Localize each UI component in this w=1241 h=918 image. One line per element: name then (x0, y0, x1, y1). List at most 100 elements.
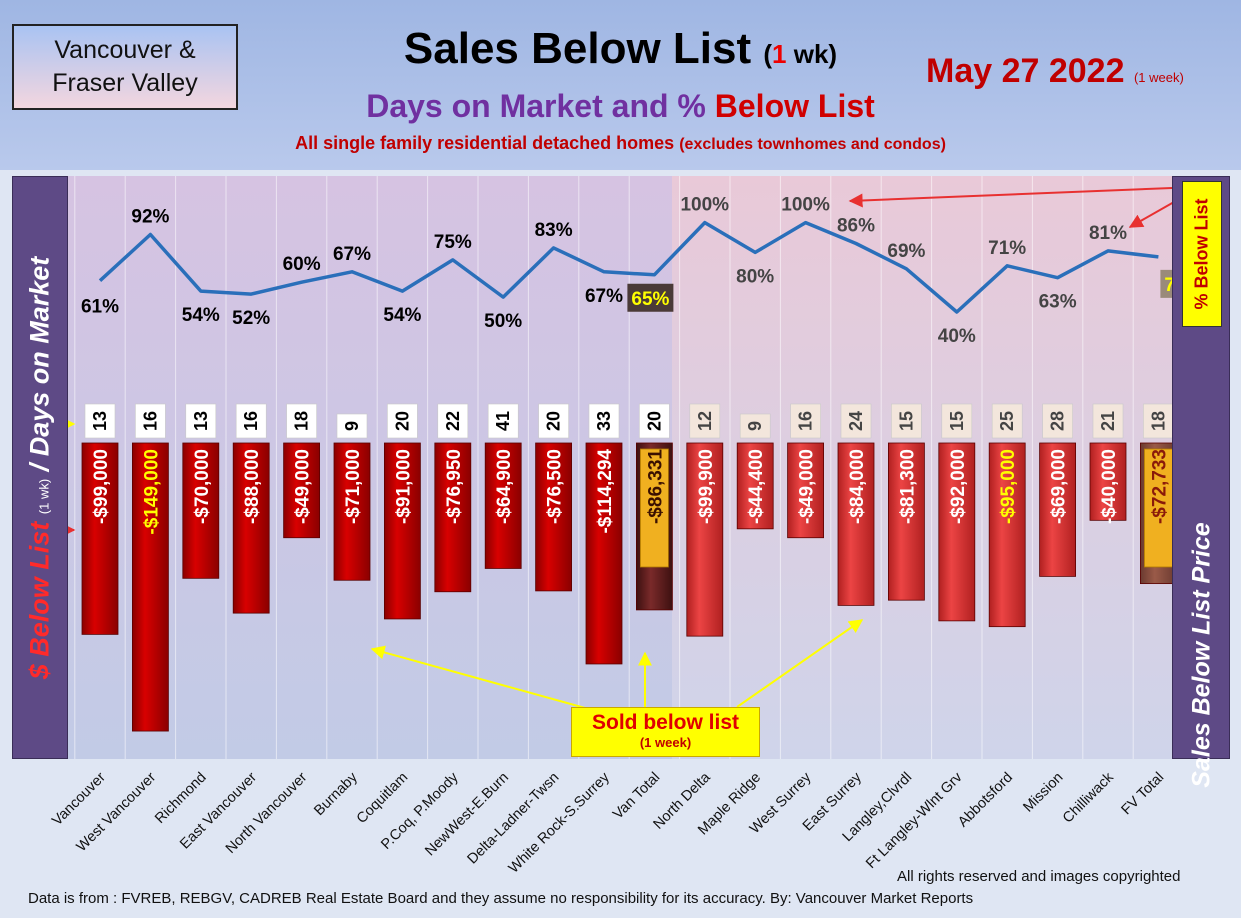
dom-box (487, 403, 519, 439)
dom-label: 41 (493, 411, 513, 431)
bar-value-label: -$99,900 (696, 449, 717, 524)
dom-label: 13 (90, 411, 110, 431)
bar-white-rock-s-surrey (585, 442, 623, 665)
left-axis-label-small: (1 wk) (36, 478, 52, 514)
chart-subtitle: Days on Market and % Below List (0, 88, 1241, 125)
bar-value-label: -$69,000 (1049, 449, 1070, 524)
bar-mission (1039, 442, 1076, 577)
bar-value-label: -$91,000 (393, 449, 414, 524)
bar-chilliwack (1089, 442, 1127, 521)
dom-box (991, 403, 1023, 439)
pct-total-box (627, 283, 674, 312)
title-open: ( (763, 39, 773, 69)
title-rest: wk) (786, 39, 838, 69)
bar-burnaby (333, 442, 371, 581)
dom-box (538, 403, 569, 439)
chart-svg: 13 16 13 16 18 9 20 22 41 20 33 20 12 9 16 24 15 15 25 28 21… (49, 176, 1207, 877)
dom-label: 15 (896, 411, 916, 431)
dom-label: 18 (292, 411, 312, 431)
bar-west-vancouver (131, 442, 169, 732)
region-box: Vancouver & Fraser Valley (12, 24, 238, 110)
pct-label: 80% (736, 266, 774, 287)
dom-box (1042, 403, 1073, 439)
bar-value-label: -$40,000 (1099, 449, 1120, 524)
x-tick-label: Ft Langley-Wlnt Grv (863, 769, 966, 872)
sold-below-callout: Sold below list (1 week) (571, 707, 760, 757)
pct-label: 67% (333, 244, 371, 265)
left-axis-label-red: $ Below List (24, 521, 55, 679)
dom-label: 21 (1098, 411, 1118, 431)
total-label-box (1144, 448, 1173, 568)
pct-label: 100% (680, 195, 729, 216)
pct-label: 71% (988, 238, 1026, 259)
bar-value-label: -$81,300 (897, 449, 918, 524)
bar-newwest-e-burn (484, 442, 522, 569)
bar-value-label: -$92,000 (948, 449, 969, 524)
dom-box (891, 403, 922, 439)
bar-maple-ridge (736, 442, 774, 530)
dom-box (84, 403, 116, 439)
bar-richmond (182, 442, 220, 579)
sold-below-note: (1 week) (639, 735, 692, 750)
bar-north-delta (686, 442, 724, 637)
x-tick-label: White Rock-S.Surrey (506, 769, 614, 877)
bar-vancouver (81, 442, 119, 635)
arrow-to-burnaby (370, 645, 597, 712)
x-tick-label: Abbotsford (955, 770, 1016, 831)
pct-label: 65% (631, 289, 669, 310)
bar-north-vancouver (283, 442, 321, 539)
total-label-box (640, 448, 669, 568)
title-main: Sales Below List (403, 24, 752, 73)
dom-box (739, 413, 771, 439)
dom-box (790, 403, 821, 439)
subtitle2-note: (excludes townhomes and condos) (679, 136, 946, 153)
dom-box (336, 413, 368, 439)
pct-label: 100% (781, 195, 830, 216)
dom-label: 9 (745, 421, 765, 431)
x-tick-label: Mission (1020, 770, 1066, 816)
dom-box (941, 403, 973, 439)
bar-value-label: -$49,000 (797, 449, 818, 524)
x-tick-label: Delta-Ladner-Twsn (464, 770, 562, 868)
dom-label: 16 (796, 411, 816, 431)
left-axis-label: $ Below List (1 wk) / Days on Market (25, 256, 56, 679)
bar-east-vancouver (232, 442, 270, 614)
dom-box (689, 403, 721, 439)
arrow-to-east-surrey (736, 619, 864, 708)
dom-label: 16 (140, 411, 160, 431)
bar-value-label: -$71,000 (343, 449, 364, 524)
dom-label: 16 (241, 411, 261, 431)
pct-label: 60% (283, 254, 321, 275)
pct-below-line (98, 220, 1159, 314)
pct-below-badge-label: % Below List (1191, 198, 1212, 310)
bar-p-coq-p-moody (434, 442, 472, 593)
bar-abbotsford (988, 442, 1026, 628)
title-num: 1 (772, 39, 787, 69)
right-axis-panel: % Below List Sales Below List Price (1172, 176, 1230, 788)
sold-below-label: Sold below list (591, 711, 739, 734)
bar-value-label: -$95,000 (998, 449, 1019, 524)
dom-label: 20 (644, 411, 664, 431)
pct-label: 61% (81, 297, 119, 318)
bar-coquitlam (383, 442, 421, 620)
dom-box (387, 403, 418, 439)
pct-below-badge: % Below List (1182, 181, 1222, 327)
date-value: May 27 2022 (926, 52, 1125, 90)
pct-label: 63% (1039, 292, 1077, 313)
dom-box (235, 403, 267, 439)
bar-value-label: -$44,400 (746, 449, 767, 524)
left-axis-panel: $ Below List (1 wk) / Days on Market (12, 176, 68, 759)
bar-value-label: -$114,294 (595, 449, 616, 534)
pct-label: 54% (383, 305, 421, 326)
dom-box (1092, 403, 1124, 439)
dom-label: 28 (1048, 411, 1068, 431)
pct-label: 54% (182, 305, 220, 326)
dom-label: 22 (443, 411, 463, 431)
x-tick-label: Burnaby (311, 769, 361, 819)
pct-label: 50% (484, 311, 522, 332)
dom-label: 33 (594, 411, 614, 431)
dom-label: 25 (997, 411, 1017, 431)
subtitle-a: Days on Market and % (366, 88, 715, 124)
bar-value-label: -$84,000 (847, 449, 868, 524)
right-axis-label: Sales Below List Price (1187, 522, 1216, 788)
